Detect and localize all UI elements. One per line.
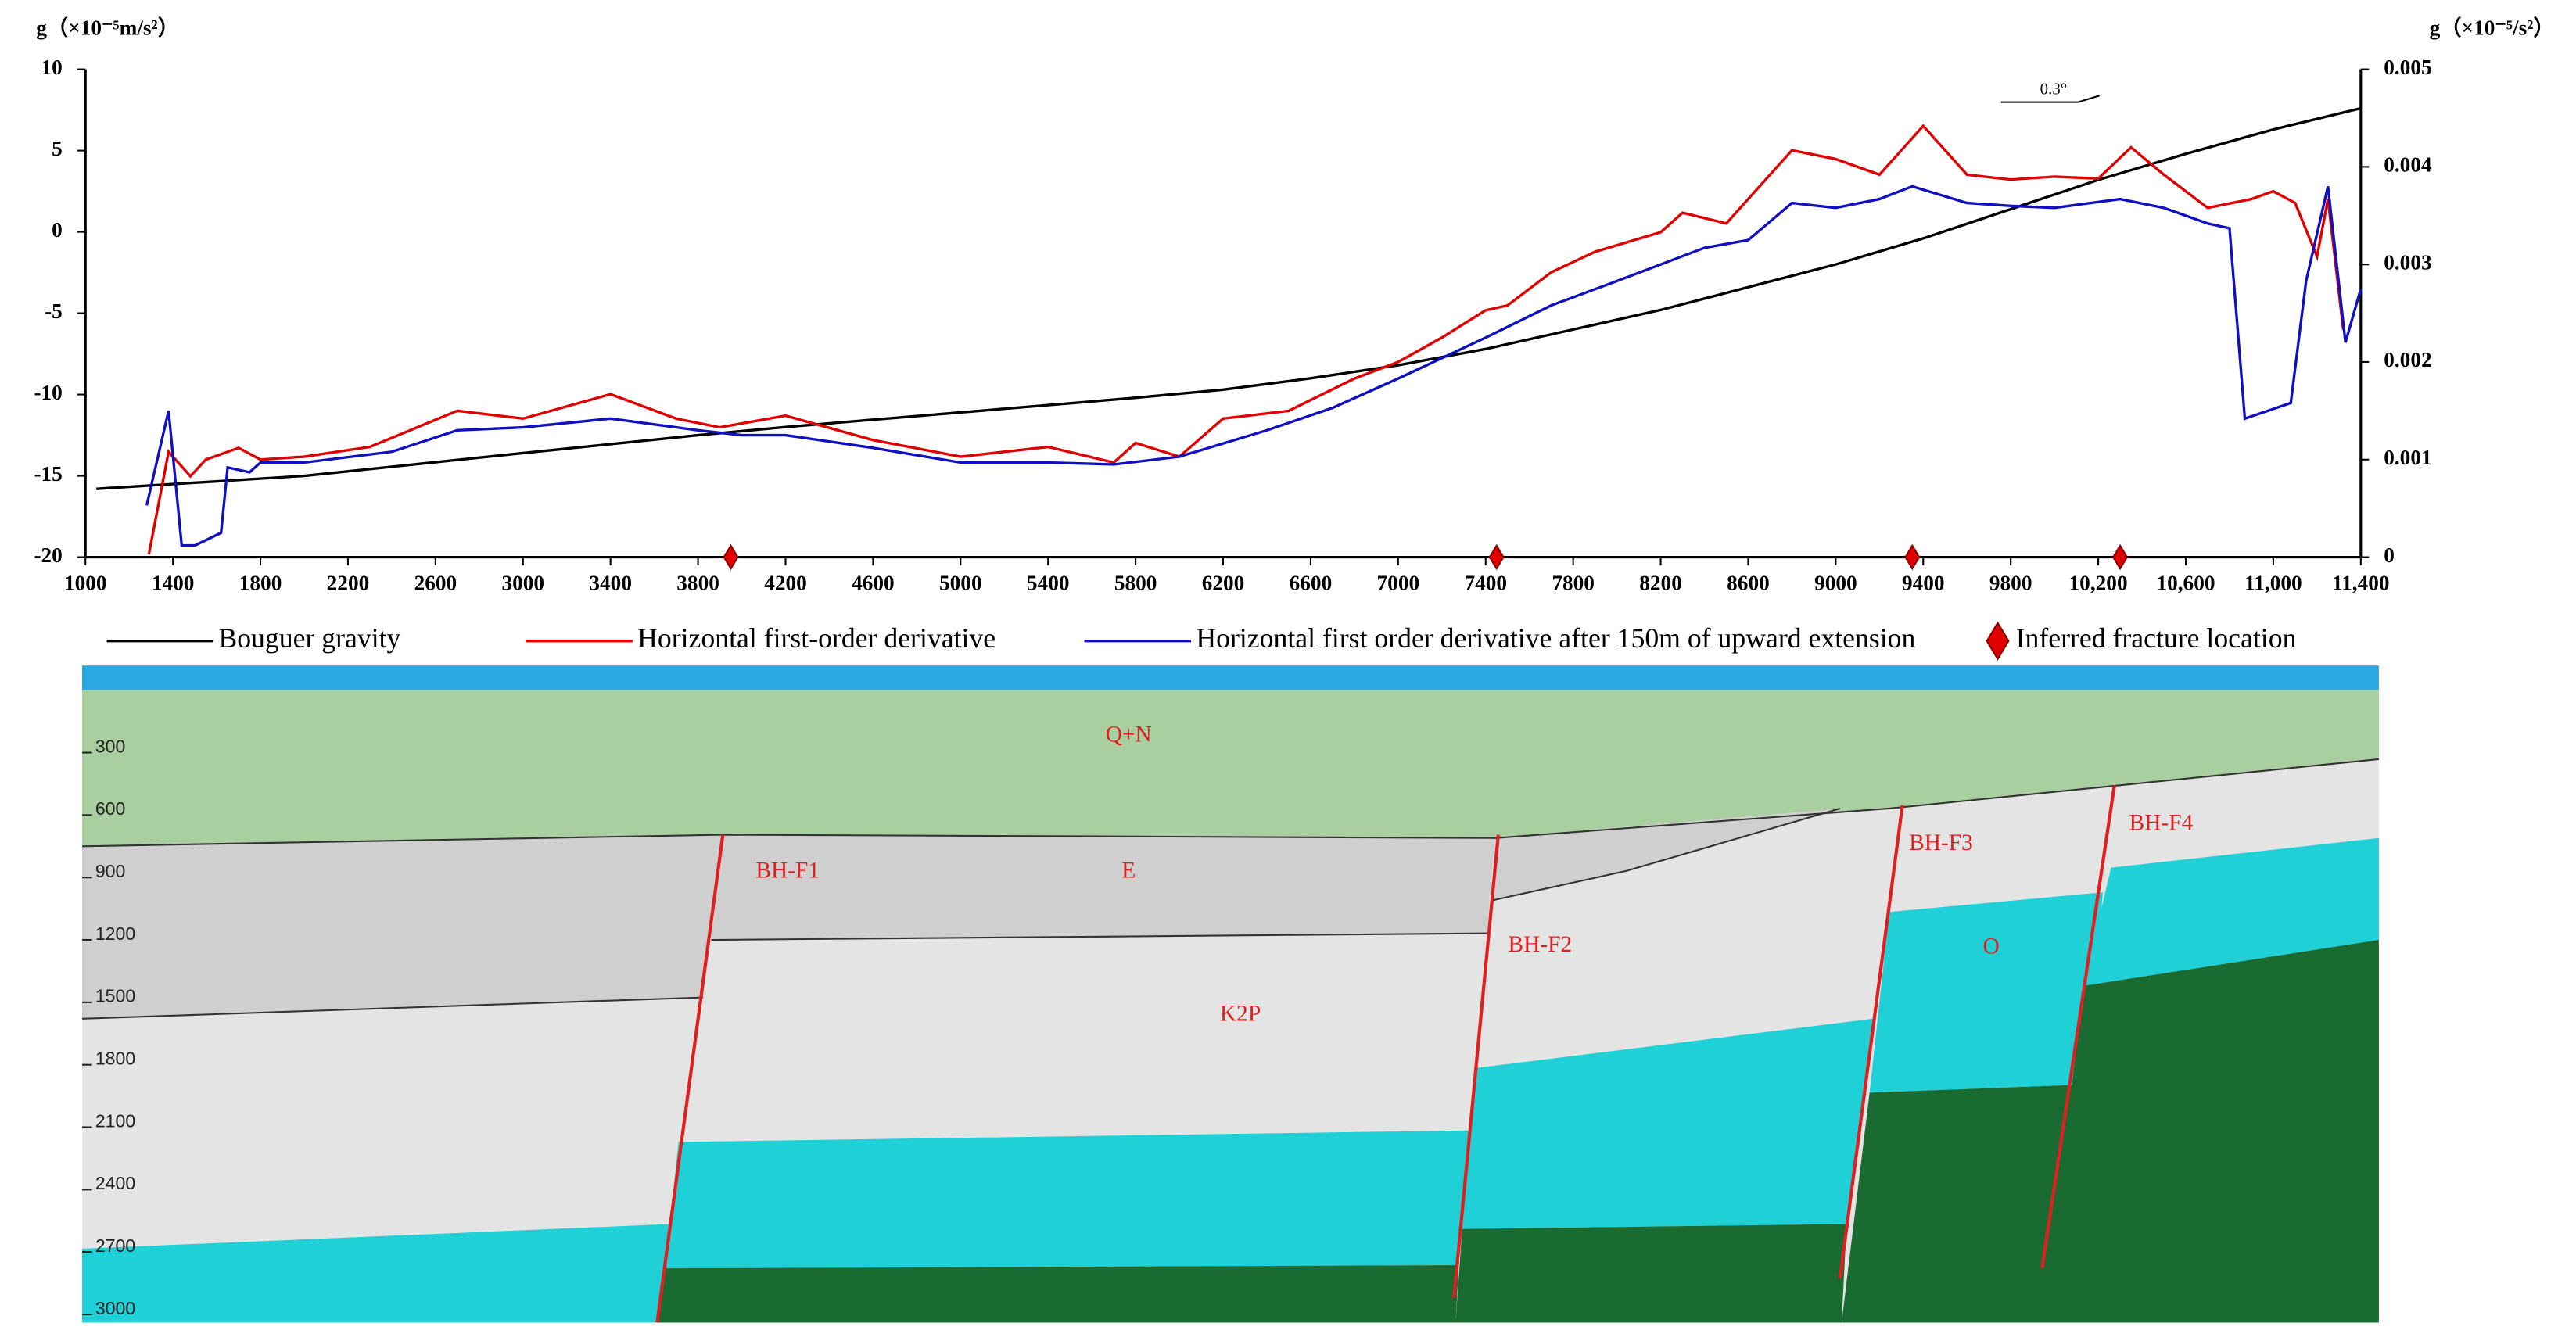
boundary xyxy=(1491,807,1841,902)
depth-label: 3000 xyxy=(95,1298,135,1318)
y-tick-label: 10 xyxy=(41,56,63,79)
fault-line xyxy=(655,834,725,1323)
x-tick-label: 4600 xyxy=(852,572,895,595)
basement-layer xyxy=(657,1264,1459,1323)
o-layer xyxy=(82,1224,671,1323)
x-tick-label: 7400 xyxy=(1464,572,1507,595)
stratum-label: E xyxy=(1121,859,1136,884)
y2-axis-title: g（×10⁻⁵/s²） xyxy=(2430,16,2555,39)
depth-label: 900 xyxy=(95,861,126,881)
y-axis-title: g（×10⁻⁵m/s²） xyxy=(36,16,179,39)
depth-label: 1200 xyxy=(95,923,135,944)
fault-line xyxy=(1838,805,1904,1279)
x-tick-label: 3800 xyxy=(676,572,719,595)
x-tick-label: 7000 xyxy=(1377,572,1420,595)
x-tick-label: 9000 xyxy=(1814,572,1857,595)
x-tick-label: 6200 xyxy=(1202,572,1245,595)
x-tick-label: 5800 xyxy=(1114,572,1157,595)
fracture-marker xyxy=(723,543,739,571)
series-line xyxy=(147,124,2345,555)
depth-label: 2100 xyxy=(95,1110,135,1131)
depth-label: 2400 xyxy=(95,1173,135,1193)
x-tick-label: 5400 xyxy=(1027,572,1070,595)
fault-line xyxy=(2040,785,2116,1269)
qn-layer xyxy=(82,690,2379,847)
y-tick-label: -5 xyxy=(45,299,63,323)
y-tick-label: -20 xyxy=(34,543,62,567)
depth-label: 1500 xyxy=(95,986,135,1006)
y2-tick-label: 0.002 xyxy=(2384,348,2431,371)
y2-tick-label: 0.003 xyxy=(2384,250,2431,274)
fracture-marker xyxy=(2112,543,2129,571)
y2-tick-label: 0 xyxy=(2384,543,2395,567)
y-tick-label: 5 xyxy=(52,137,63,160)
x-tick-label: 1400 xyxy=(152,572,195,595)
e-layer xyxy=(711,834,1495,941)
x-tick-label: 9800 xyxy=(1989,572,2032,595)
legend-symbol xyxy=(1986,621,2010,661)
y-tick-label: -15 xyxy=(34,462,62,486)
x-tick-label: 9400 xyxy=(1902,572,1945,595)
x-tick-label: 2600 xyxy=(414,572,457,595)
x-tick-label: 6600 xyxy=(1290,572,1333,595)
o-layer xyxy=(2083,837,2379,986)
x-tick-label: 4200 xyxy=(764,572,807,595)
o-layer xyxy=(1462,1018,1873,1229)
y2-tick-label: 0.005 xyxy=(2384,56,2431,79)
x-tick-label: 3400 xyxy=(589,572,632,595)
x-tick-label: 1000 xyxy=(64,572,107,595)
fault-label: BH-F2 xyxy=(1509,932,1573,957)
annotation: 0.3° xyxy=(2000,80,2101,103)
legend-label: Bouguer gravity xyxy=(218,622,400,654)
legend-label: Horizontal first order derivative after … xyxy=(1196,622,1915,654)
x-tick-label: 1800 xyxy=(239,572,282,595)
surface-band xyxy=(82,665,2379,690)
stratum-label: K2P xyxy=(1220,1001,1261,1026)
y-tick-label: -10 xyxy=(34,381,62,404)
series-line xyxy=(96,106,2362,490)
fracture-marker xyxy=(1488,543,1505,571)
depth-label: 2700 xyxy=(95,1235,135,1256)
dip-arrow xyxy=(2078,95,2101,103)
x-tick-label: 7800 xyxy=(1552,572,1595,595)
depth-label: 600 xyxy=(95,798,126,819)
dip-label: 0.3° xyxy=(2040,80,2068,99)
basement-layer xyxy=(1455,1224,1847,1323)
depth-label: 1800 xyxy=(95,1048,135,1068)
depth-label: 300 xyxy=(95,736,126,756)
stratum-label: Q+N xyxy=(1106,722,1152,747)
fracture-marker xyxy=(1904,543,1921,571)
x-tick-label: 8200 xyxy=(1639,572,1682,595)
x-tick-label: 3000 xyxy=(501,572,544,595)
boundary xyxy=(82,758,2380,848)
cross-section: Q+N E K2P O BH-F1 BH-F2 BH-F3 BH-F4 300 6… xyxy=(82,665,2380,1323)
stratum-label: O xyxy=(1983,934,2000,959)
y2-tick-label: 0.004 xyxy=(2384,153,2432,177)
boundary xyxy=(82,996,704,1020)
x-tick-label: 2200 xyxy=(327,572,370,595)
x-tick-label: 5000 xyxy=(939,572,982,595)
o-layer xyxy=(1869,892,2103,1093)
series-line xyxy=(145,185,2363,547)
basement-layer xyxy=(1841,1084,2086,1323)
boundary xyxy=(711,932,1487,941)
fault-label: BH-F4 xyxy=(2129,811,2194,836)
y2-tick-label: 0.001 xyxy=(2384,446,2431,469)
x-tick-label: 11,000 xyxy=(2244,572,2302,595)
basement-layer xyxy=(2045,940,2379,1323)
x-tick-label: 10,600 xyxy=(2156,572,2215,595)
x-tick-label: 8600 xyxy=(1727,572,1770,595)
fault-line xyxy=(1452,834,1500,1299)
fault-label: BH-F1 xyxy=(755,859,820,884)
y-tick-label: 0 xyxy=(52,218,63,242)
fault-label: BH-F3 xyxy=(1909,830,1973,855)
legend-label: Horizontal first-order derivative xyxy=(637,622,996,654)
x-tick-label: 10,200 xyxy=(2069,572,2128,595)
x-tick-label: 11,400 xyxy=(2332,572,2390,595)
e-layer xyxy=(82,834,723,1019)
o-layer xyxy=(665,1130,1471,1269)
legend-label: Inferred fracture location xyxy=(2016,622,2297,654)
